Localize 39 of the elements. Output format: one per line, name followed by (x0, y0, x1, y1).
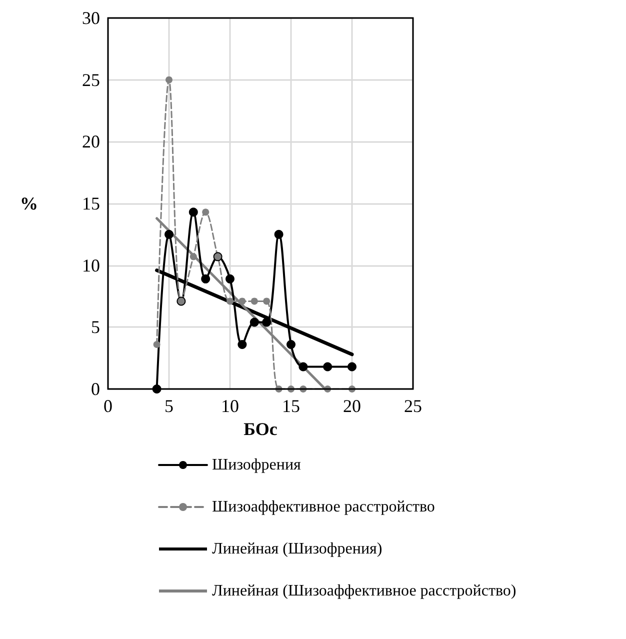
legend-label: Линейная (Шизофрения) (212, 540, 382, 558)
x-tick-label: 5 (164, 396, 174, 416)
point (238, 298, 246, 305)
x-tick-label: 20 (343, 396, 361, 416)
point (190, 253, 197, 260)
y-tick-label: 0 (91, 379, 100, 399)
x-tick-label: 25 (404, 396, 422, 416)
point (164, 230, 174, 239)
x-axis-title: БОс (244, 418, 278, 439)
y-tick-label: 25 (82, 70, 100, 90)
y-tick-label: 10 (82, 255, 100, 276)
point (202, 208, 210, 216)
point (286, 340, 296, 349)
legend-label: Шизоаффективное расстройство (212, 498, 435, 516)
point (323, 362, 332, 372)
point (348, 362, 356, 372)
point (250, 318, 259, 327)
y-axis-title: % (20, 194, 38, 214)
y-tick-label: 20 (82, 132, 100, 152)
point (262, 318, 272, 327)
y-tick-label: 5 (91, 317, 100, 338)
legend-label: Линейная (Шизоаффективное расстройство) (212, 582, 516, 600)
point (166, 76, 172, 84)
point (298, 362, 308, 372)
point (238, 340, 247, 349)
x-tick-label: 15 (282, 396, 300, 416)
y-tick-label: 15 (82, 194, 100, 214)
point (226, 274, 234, 284)
legend-label: Шизофрения (212, 456, 302, 474)
point (274, 230, 284, 239)
point (188, 208, 198, 217)
point (263, 298, 270, 305)
point (226, 298, 234, 305)
point (250, 298, 258, 305)
x-tick-label: 10 (221, 396, 239, 416)
point (201, 274, 210, 284)
y-tick-label: 30 (82, 8, 100, 28)
x-tick-label: 0 (104, 396, 112, 416)
point (153, 340, 160, 348)
